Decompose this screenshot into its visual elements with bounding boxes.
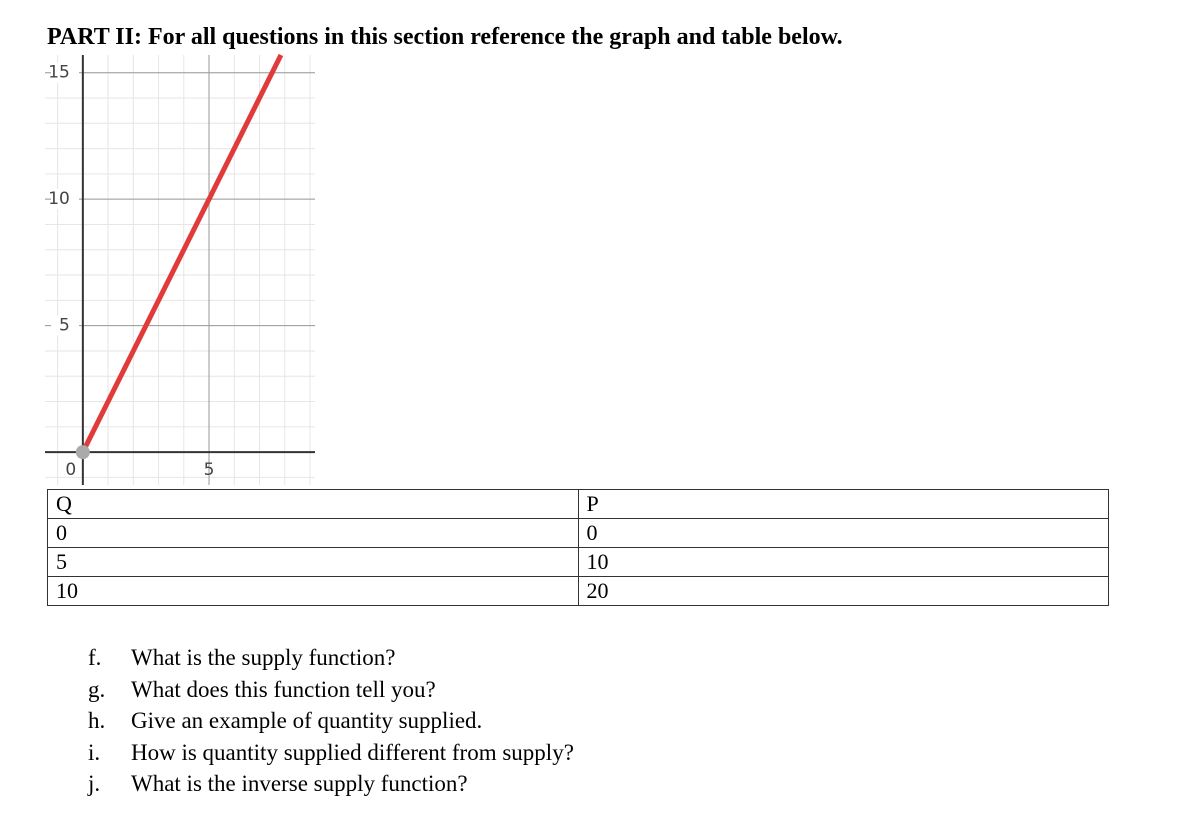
graph: 0 5 5 10 15 xyxy=(45,53,315,485)
table-cell: 10 xyxy=(47,576,579,606)
origin-point xyxy=(75,445,90,460)
table-cell: 0 xyxy=(577,518,1109,548)
label-bg xyxy=(51,62,79,83)
question-text: What is the supply function? xyxy=(131,645,396,670)
question-text: How is quantity supplied different from … xyxy=(131,739,574,765)
table-cell: 0 xyxy=(47,518,579,548)
x-tick-label: 0 xyxy=(65,460,76,480)
table-cell: 5 xyxy=(47,547,579,577)
question-letter: f. xyxy=(88,645,102,670)
y-tick-label: 10 xyxy=(48,189,70,209)
label-bg xyxy=(51,189,79,210)
question-letter: g. xyxy=(88,676,106,702)
question-text: What does this function tell you? xyxy=(131,676,436,702)
table-header-cell: Q xyxy=(47,489,579,519)
table-cell: 10 xyxy=(577,547,1109,577)
title: PART II: For all questions in this secti… xyxy=(47,24,843,50)
label-bg xyxy=(51,315,79,336)
table: Q P 0 0 5 10 10 20 xyxy=(47,489,1109,606)
question-letter: j. xyxy=(88,771,101,796)
table-row: 5 10 xyxy=(47,547,1109,577)
question-text: Give an example of quantity supplied. xyxy=(131,708,483,733)
question-text: What is the inverse supply function? xyxy=(131,771,468,796)
table-row: 10 20 xyxy=(47,576,1109,606)
y-tick-label: 15 xyxy=(48,63,70,83)
question-letter: i. xyxy=(88,739,101,765)
y-tick-label: 5 xyxy=(59,316,70,336)
supply-line xyxy=(80,53,284,454)
table-header-cell: P xyxy=(577,489,1109,519)
question-letter: h. xyxy=(88,708,106,733)
x-tick-label: 5 xyxy=(204,460,215,480)
table-cell: 20 xyxy=(577,576,1109,606)
